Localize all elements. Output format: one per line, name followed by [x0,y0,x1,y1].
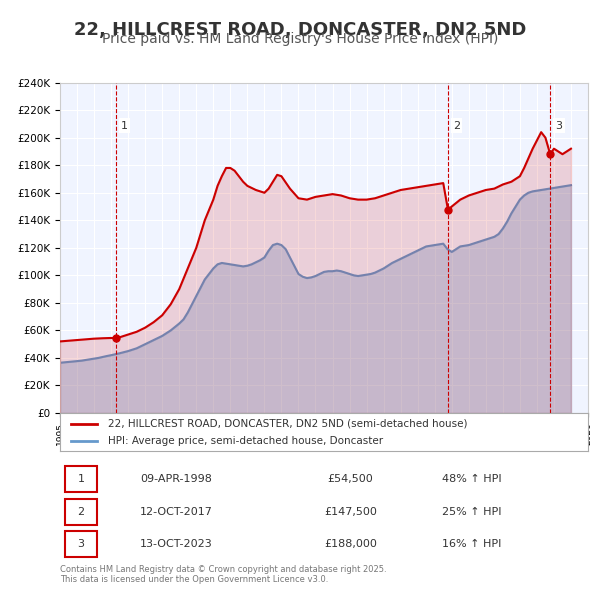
Text: 12-OCT-2017: 12-OCT-2017 [140,507,212,517]
Text: 09-APR-1998: 09-APR-1998 [140,474,212,484]
Text: 48% ↑ HPI: 48% ↑ HPI [442,474,502,484]
Text: 1: 1 [121,120,128,130]
Text: 22, HILLCREST ROAD, DONCASTER, DN2 5ND (semi-detached house): 22, HILLCREST ROAD, DONCASTER, DN2 5ND (… [107,419,467,429]
Text: 13-OCT-2023: 13-OCT-2023 [140,539,212,549]
Text: 2: 2 [77,507,85,517]
Text: 25% ↑ HPI: 25% ↑ HPI [442,507,502,517]
Text: 16% ↑ HPI: 16% ↑ HPI [442,539,502,549]
Text: £188,000: £188,000 [324,539,377,549]
Text: 3: 3 [77,539,85,549]
Text: Contains HM Land Registry data © Crown copyright and database right 2025.
This d: Contains HM Land Registry data © Crown c… [60,565,386,584]
Text: £54,500: £54,500 [328,474,373,484]
FancyBboxPatch shape [65,466,97,492]
Text: Price paid vs. HM Land Registry's House Price Index (HPI): Price paid vs. HM Land Registry's House … [102,32,498,47]
Text: HPI: Average price, semi-detached house, Doncaster: HPI: Average price, semi-detached house,… [107,435,383,445]
FancyBboxPatch shape [65,532,97,557]
Text: £147,500: £147,500 [324,507,377,517]
Text: 1: 1 [77,474,85,484]
Text: 3: 3 [555,120,562,130]
FancyBboxPatch shape [65,499,97,525]
Text: 2: 2 [453,120,460,130]
Text: 22, HILLCREST ROAD, DONCASTER, DN2 5ND: 22, HILLCREST ROAD, DONCASTER, DN2 5ND [74,21,526,39]
